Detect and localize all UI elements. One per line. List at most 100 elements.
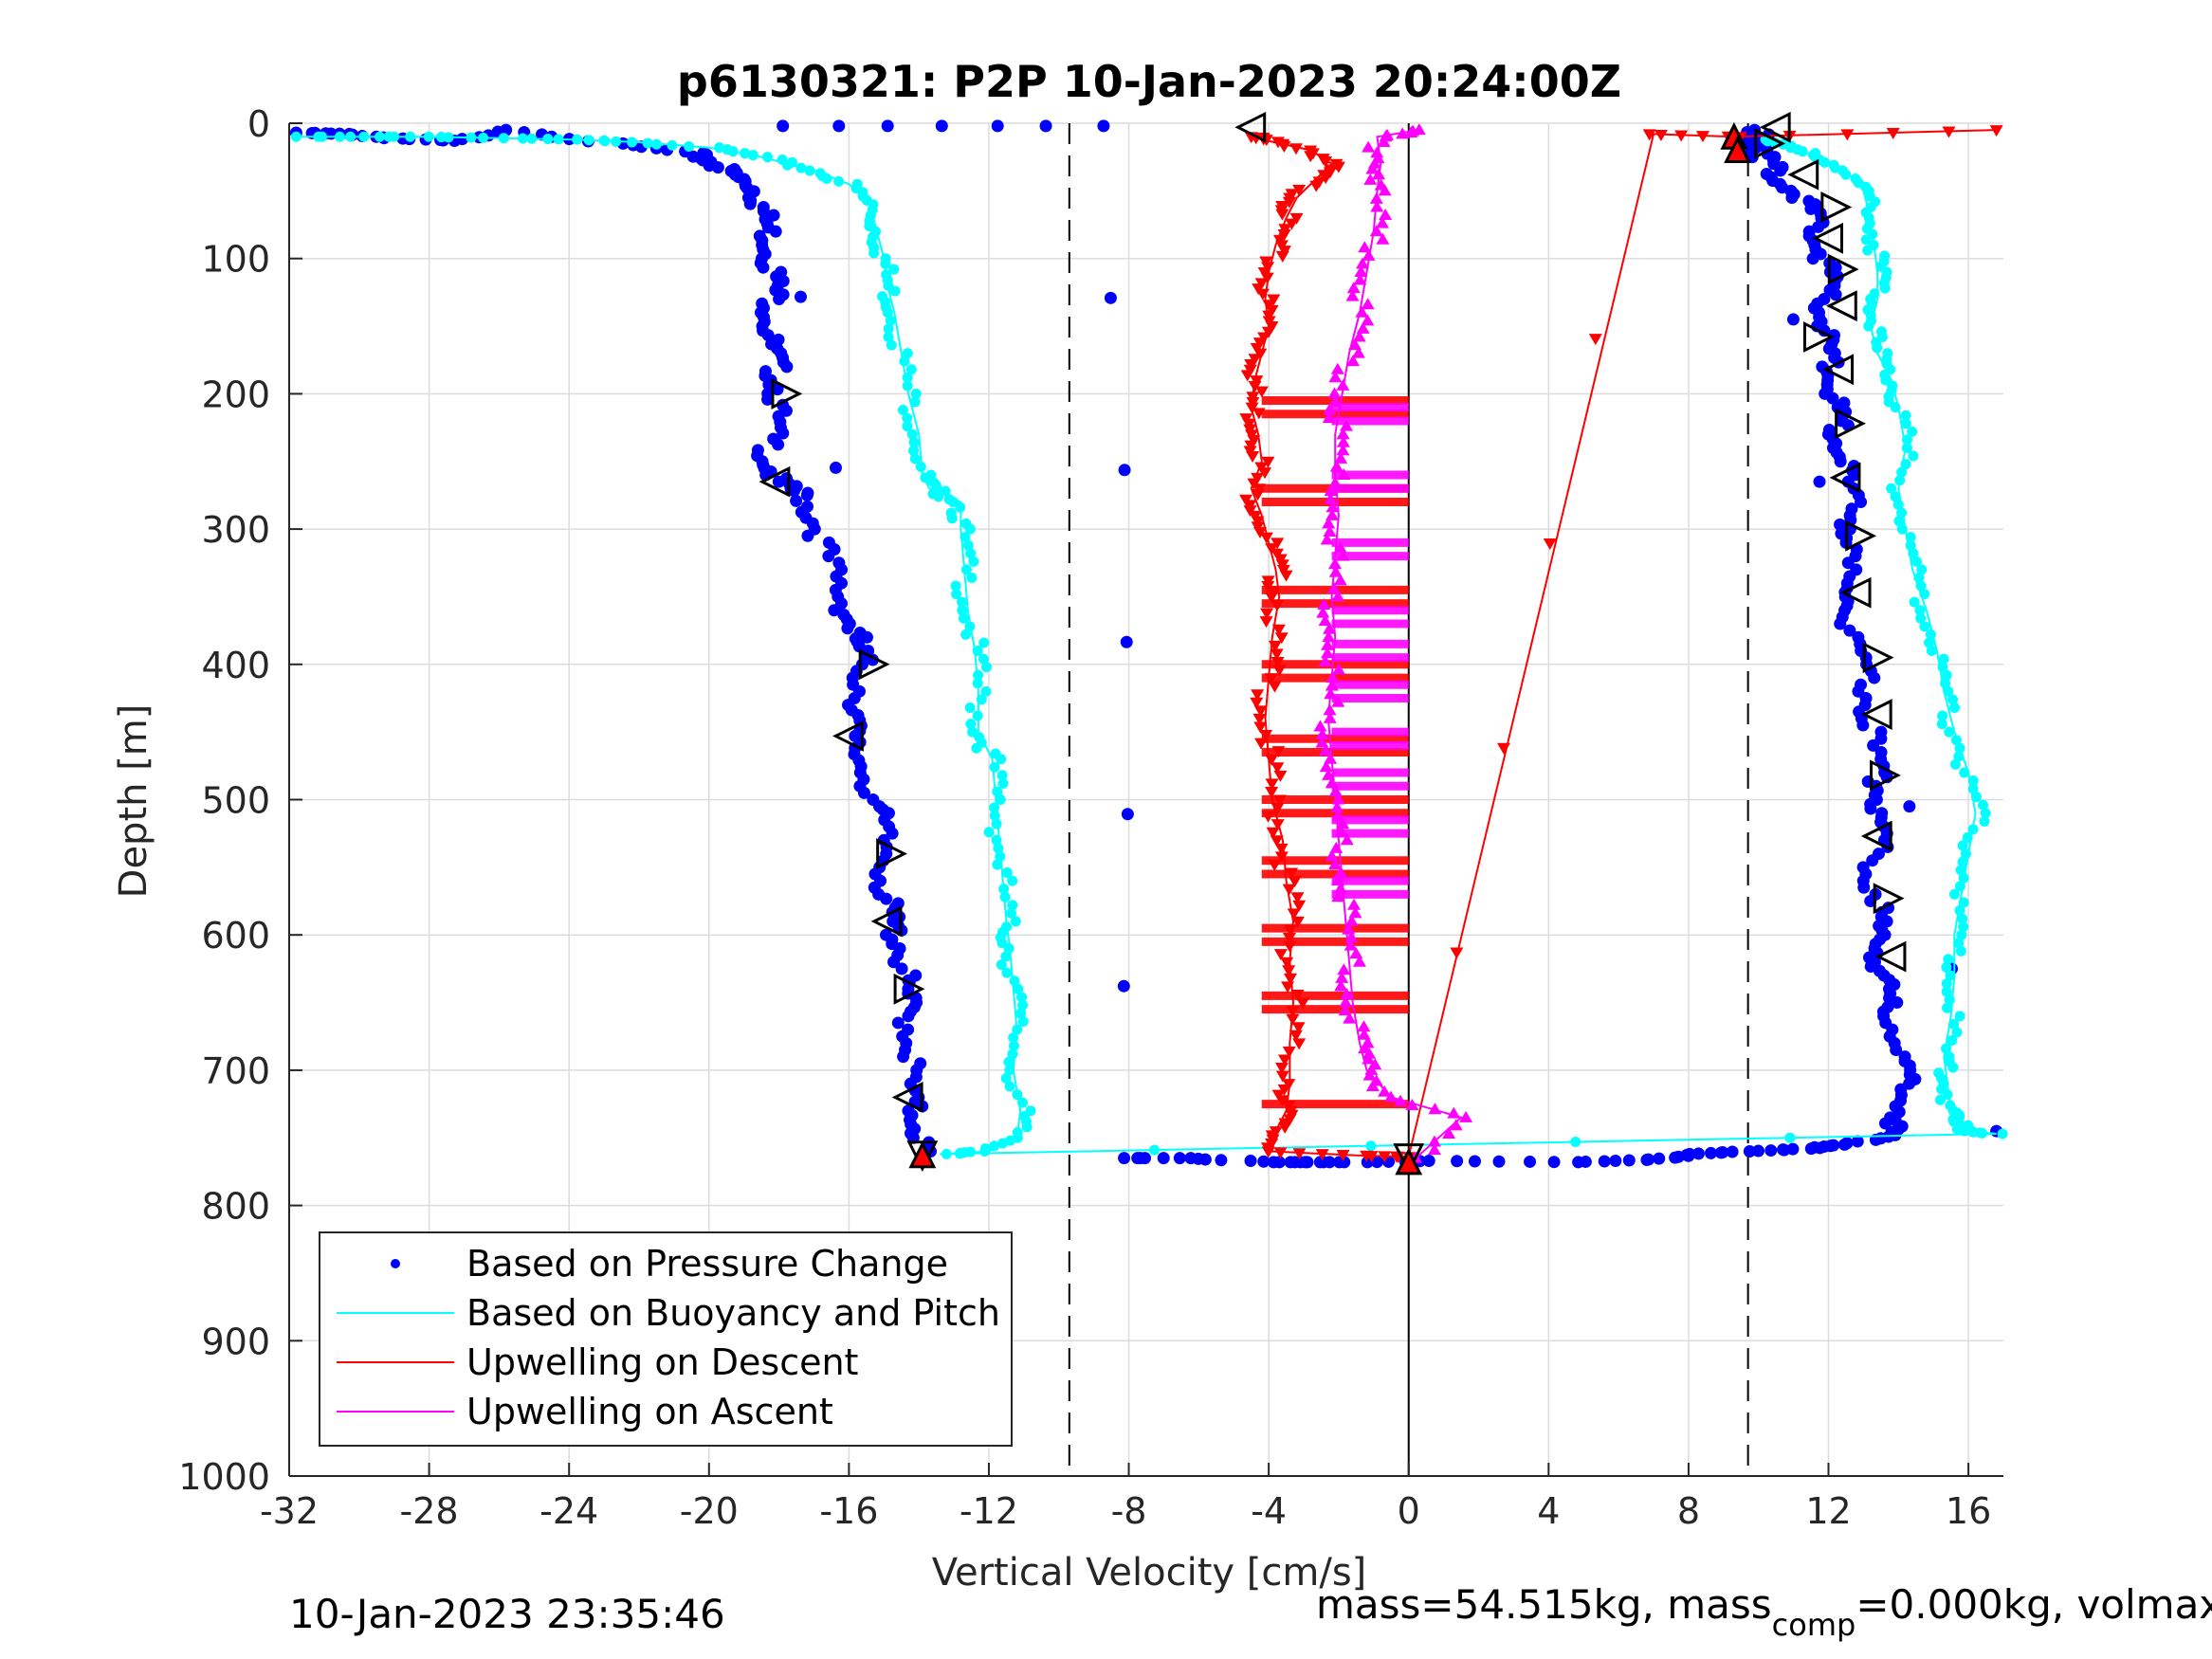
series-based-on-buoyancy-and-pitch: [290, 131, 2008, 1159]
data-point: [1941, 669, 1952, 681]
data-point: [1139, 1152, 1152, 1165]
open-triangle-marker: [1839, 576, 1872, 609]
data-point: [1265, 778, 1279, 791]
data-point: [897, 1050, 910, 1064]
data-point: [772, 438, 785, 451]
data-point: [1933, 1067, 1945, 1079]
data-point: [1369, 225, 1383, 237]
legend-entry: Upwelling on Descent: [466, 1341, 858, 1383]
data-point: [777, 119, 790, 133]
data-point: [1358, 241, 1372, 253]
data-point: [1786, 1142, 1800, 1156]
data-point: [1903, 800, 1916, 813]
data-point: [1254, 386, 1269, 398]
data-point: [1295, 997, 1309, 1010]
data-point: [1827, 1139, 1840, 1152]
data-point: [880, 258, 891, 269]
data-point: [1579, 1155, 1592, 1168]
data-point: [777, 427, 790, 440]
data-point: [1244, 1155, 1257, 1168]
data-point: [1412, 123, 1426, 136]
data-point: [980, 662, 992, 673]
data-point: [1874, 746, 1888, 759]
data-point: [1945, 1100, 1956, 1111]
data-point: [980, 685, 992, 697]
data-point: [1886, 127, 1900, 139]
data-point: [886, 339, 897, 351]
data-point: [1336, 1149, 1350, 1161]
data-point: [964, 702, 976, 713]
data-point: [1325, 679, 1339, 691]
data-point: [1319, 155, 1333, 168]
data-point: [1253, 526, 1268, 538]
data-point: [1944, 726, 1955, 738]
data-point: [1942, 126, 1956, 138]
data-point: [1320, 533, 1334, 545]
data-point: [1907, 426, 1918, 437]
data-point: [1333, 574, 1347, 586]
data-point: [1323, 403, 1337, 415]
data-point: [1869, 288, 1880, 300]
data-point: [1271, 803, 1285, 815]
data-point: [1246, 451, 1260, 464]
data-point: [1282, 1046, 1296, 1058]
x-tick-label: -12: [960, 1490, 1018, 1532]
data-point: [978, 637, 990, 648]
data-point: [1334, 825, 1348, 837]
data-point: [1325, 776, 1339, 789]
data-point: [761, 152, 773, 163]
data-point: [1288, 876, 1302, 888]
data-point: [1356, 321, 1370, 334]
data-point: [1428, 1103, 1442, 1115]
data-point: [1822, 423, 1836, 436]
data-point: [1333, 541, 1347, 554]
data-point: [1261, 1146, 1275, 1158]
data-point: [1331, 809, 1345, 821]
data-point: [1317, 598, 1331, 611]
data-point: [1273, 949, 1288, 961]
data-point: [1279, 570, 1293, 582]
data-point: [1325, 508, 1340, 520]
data-point: [1319, 760, 1333, 773]
data-point: [1275, 1070, 1289, 1083]
open-triangle-marker: [858, 648, 890, 681]
data-point: [1021, 1121, 1033, 1133]
data-point: [1270, 648, 1284, 661]
data-point: [1886, 483, 1897, 494]
data-point: [886, 827, 899, 840]
data-point: [1948, 888, 1960, 900]
data-point: [1283, 973, 1297, 985]
data-point: [1097, 119, 1110, 133]
data-point: [1315, 736, 1329, 748]
data-point: [1588, 334, 1602, 346]
legend-entry: Upwelling on Ascent: [466, 1391, 833, 1432]
data-point: [902, 1010, 915, 1023]
data-point: [1934, 1094, 1946, 1105]
data-point: [1328, 476, 1343, 488]
data-point: [1275, 250, 1289, 263]
data-point: [1947, 1035, 1958, 1047]
data-point: [1322, 517, 1336, 529]
y-tick-label: 900: [201, 1321, 270, 1362]
data-point: [1447, 1106, 1461, 1119]
data-point: [1938, 653, 1949, 665]
data-point: [1653, 1152, 1666, 1165]
data-point: [1321, 638, 1335, 650]
data-point: [967, 726, 978, 738]
data-point: [1274, 851, 1289, 864]
data-point: [1270, 835, 1284, 848]
data-point: [466, 132, 477, 143]
open-triangle-marker: [1860, 820, 1892, 852]
data-point: [1282, 884, 1296, 896]
data-point: [423, 131, 434, 142]
data-point: [1642, 1153, 1655, 1166]
data-point: [1353, 273, 1367, 285]
open-triangle-marker: [870, 905, 903, 938]
data-point: [902, 380, 913, 392]
data-point: [1017, 1016, 1029, 1028]
y-tick-label: 500: [201, 780, 270, 822]
data-point: [583, 135, 594, 146]
data-point: [1292, 1038, 1307, 1050]
data-point: [389, 131, 400, 142]
data-point: [1344, 931, 1359, 943]
